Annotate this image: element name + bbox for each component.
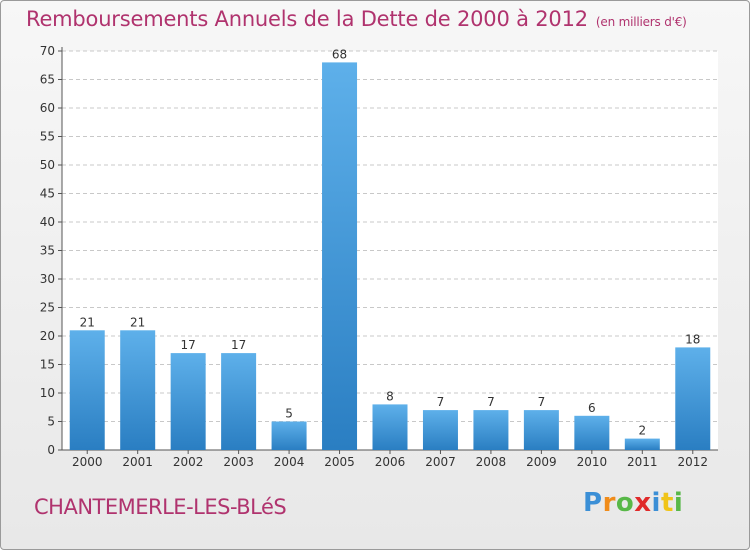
x-tick-label: 2004	[274, 455, 305, 469]
bar-2001	[120, 330, 156, 450]
y-tick-label: 70	[40, 44, 55, 58]
x-tick-label: 2000	[72, 455, 103, 469]
chart-title: Remboursements Annuels de la Dette de 20…	[26, 7, 687, 31]
x-tick-label: 2001	[122, 455, 153, 469]
x-tick-label: 2007	[425, 455, 456, 469]
y-tick-label: 40	[40, 215, 55, 229]
data-label: 68	[332, 47, 347, 61]
x-tick-label: 2011	[627, 455, 658, 469]
data-label: 7	[487, 395, 495, 409]
data-label: 2	[638, 424, 646, 438]
x-tick-label: 2009	[526, 455, 557, 469]
bar-2003	[221, 353, 257, 450]
y-tick-label: 50	[40, 158, 55, 172]
y-tick-label: 10	[40, 386, 55, 400]
y-tick-label: 65	[40, 73, 55, 87]
bar-2004	[271, 421, 307, 450]
bar-2000	[69, 330, 105, 450]
bar-2008	[473, 410, 509, 450]
data-label: 18	[685, 332, 700, 346]
y-tick-label: 20	[40, 329, 55, 343]
x-tick-label: 2006	[375, 455, 406, 469]
y-tick-label: 60	[40, 101, 55, 115]
x-tick-label: 2003	[223, 455, 254, 469]
data-label: 17	[231, 338, 246, 352]
y-tick-label: 0	[47, 443, 55, 457]
data-label: 21	[130, 315, 145, 329]
y-tick-label: 55	[40, 130, 55, 144]
bar-2009	[523, 410, 559, 450]
x-tick-label: 2002	[173, 455, 204, 469]
data-label: 6	[588, 401, 596, 415]
y-tick-label: 15	[40, 358, 55, 372]
data-label: 7	[538, 395, 546, 409]
y-tick-label: 5	[47, 415, 55, 429]
bar-2005	[322, 62, 358, 451]
data-label: 8	[386, 389, 394, 403]
data-label: 7	[437, 395, 445, 409]
bar-2006	[372, 404, 408, 450]
bar-2002	[170, 353, 206, 450]
x-tick-label: 2008	[476, 455, 507, 469]
bar-2012	[675, 347, 711, 450]
y-tick-label: 35	[40, 244, 55, 258]
y-tick-label: 25	[40, 301, 55, 315]
bar-2010	[574, 415, 610, 450]
data-label: 21	[80, 315, 95, 329]
chart-title-text: Remboursements Annuels de la Dette de 20…	[26, 7, 588, 31]
y-tick-label: 30	[40, 272, 55, 286]
bar-2011	[624, 438, 660, 450]
data-label: 17	[181, 338, 196, 352]
bar-2007	[422, 410, 458, 450]
x-tick-label: 2012	[677, 455, 708, 469]
data-label: 5	[285, 407, 293, 421]
x-tick-label: 2005	[324, 455, 355, 469]
y-tick-label: 45	[40, 187, 55, 201]
chart-subtitle: (en milliers d'€)	[595, 15, 687, 29]
x-tick-label: 2010	[577, 455, 608, 469]
commune-name: CHANTEMERLE-LES-BLéS	[34, 495, 287, 519]
proxiti-logo: Proxiti	[583, 488, 684, 518]
